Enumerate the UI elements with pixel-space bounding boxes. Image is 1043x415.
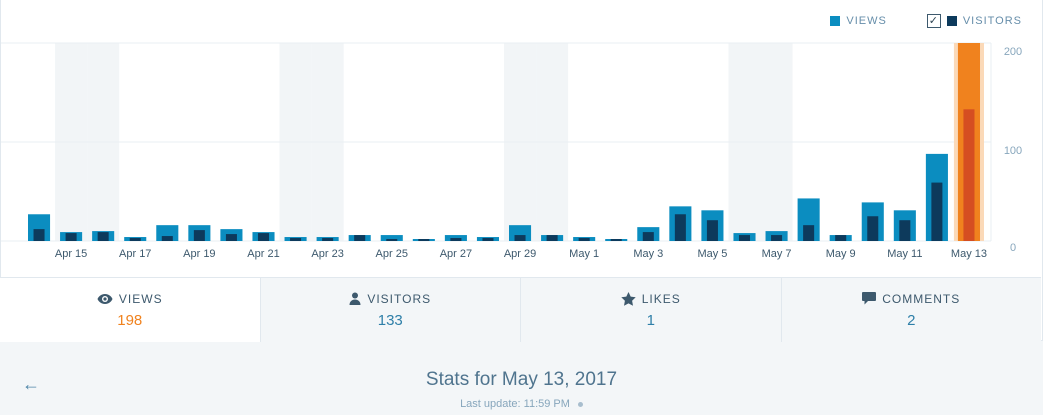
tab-views-value: 198 (117, 311, 143, 329)
stats-tabs: VIEWS 198 VISITORS 133 LIKES 1 COMMENTS (0, 277, 1041, 342)
x-tick-label: Apr 21 (247, 248, 279, 260)
x-tick-label: Apr 17 (119, 248, 151, 260)
eye-icon (97, 293, 113, 304)
x-tick-label: May 13 (951, 248, 987, 260)
visitors-bar (482, 238, 494, 241)
status-dot-icon (577, 401, 583, 407)
tab-likes-value: 1 (646, 311, 655, 329)
tab-comments-label: COMMENTS (882, 291, 961, 306)
tab-views[interactable]: VIEWS 198 (0, 278, 260, 342)
user-icon (349, 292, 361, 305)
visitors-bar (322, 238, 334, 241)
visitors-bar (963, 109, 975, 241)
x-tick-label: Apr 29 (504, 248, 536, 260)
x-tick-label: Apr 27 (440, 248, 472, 260)
tab-views-label: VIEWS (118, 291, 163, 306)
y-tick-label: 0 (1010, 242, 1016, 254)
tab-visitors-label: VISITORS (367, 291, 432, 306)
visitors-bar (257, 233, 270, 241)
visitors-bar (738, 235, 751, 241)
visitors-bar (97, 232, 109, 241)
legend-views: VIEWS (830, 15, 886, 27)
visitors-bar (706, 220, 718, 241)
visitors-swatch (946, 16, 957, 26)
legend-visitors[interactable]: ✓ VISITORS (897, 14, 1022, 28)
x-tick-label: Apr 19 (183, 248, 215, 260)
visitors-bar (290, 238, 302, 241)
visitors-bar (386, 239, 398, 241)
chart-legend: VIEWS ✓ VISITORS (830, 14, 1022, 28)
visitors-bar (129, 238, 141, 241)
x-tick-label: Apr 15 (55, 248, 87, 260)
visitors-bar (418, 239, 430, 241)
visitors-bar (867, 216, 879, 241)
visitors-bar (803, 225, 815, 241)
visitors-bar (546, 235, 558, 241)
tab-comments-value: 2 (907, 311, 916, 329)
x-tick-label: May 9 (826, 248, 856, 260)
stats-date-title: Stats for May 13, 2017 (425, 369, 618, 390)
x-tick-label: May 3 (633, 248, 663, 260)
visitors-bar (578, 238, 590, 241)
visitors-bar (65, 233, 77, 241)
tab-comments[interactable]: COMMENTS 2 (780, 278, 1041, 342)
x-tick-label: May 5 (697, 248, 727, 260)
visitors-bar (450, 238, 462, 241)
tab-visitors-value: 133 (377, 311, 403, 329)
x-tick-label: May 11 (887, 248, 922, 260)
legend-visitors-label: VISITORS (962, 15, 1022, 27)
visitors-bar (642, 232, 654, 241)
visitors-toggle-checkbox[interactable]: ✓ (926, 14, 941, 28)
x-tick-label: May 1 (569, 248, 599, 260)
visitors-bar (835, 235, 847, 241)
views-swatch (830, 16, 841, 26)
comment-icon (862, 292, 877, 305)
visitors-bar (514, 235, 526, 241)
arrow-left-icon[interactable]: ← (22, 374, 40, 394)
visitors-bar (193, 230, 205, 241)
visitors-bar (225, 234, 237, 241)
tab-likes[interactable]: LIKES 1 (520, 278, 781, 342)
star-icon (621, 291, 636, 306)
visitors-bar (161, 236, 173, 241)
stats-footer: ← Stats for May 13, 2017 Last update: 11… (0, 355, 1043, 415)
visitors-bar (771, 235, 783, 241)
last-update-label: Last update: 11:59 PM (460, 398, 570, 410)
x-tick-label: Apr 25 (376, 248, 408, 260)
views-bar (380, 235, 403, 241)
visitors-bar (674, 214, 686, 241)
x-tick-label: Apr 23 (311, 248, 343, 260)
visitors-bar (931, 182, 943, 241)
visitors-bar (610, 239, 622, 241)
last-update-text: Last update: 11:59 PM (0, 398, 1043, 410)
legend-views-label: VIEWS (846, 15, 887, 27)
visitors-bar (33, 229, 45, 241)
visitors-bar (899, 220, 911, 241)
y-tick-label: 100 (1004, 145, 1022, 157)
tab-likes-label: LIKES (641, 291, 681, 306)
tab-visitors[interactable]: VISITORS 133 (259, 278, 520, 342)
bar-chart: 0 100 200 Apr 15 Apr 17 Apr 19 Apr 21 Apr 23 Apr… (1, 42, 1022, 260)
x-tick-label: May 7 (762, 248, 792, 260)
visitors-bar (354, 235, 366, 241)
y-tick-label: 200 (1004, 46, 1022, 58)
